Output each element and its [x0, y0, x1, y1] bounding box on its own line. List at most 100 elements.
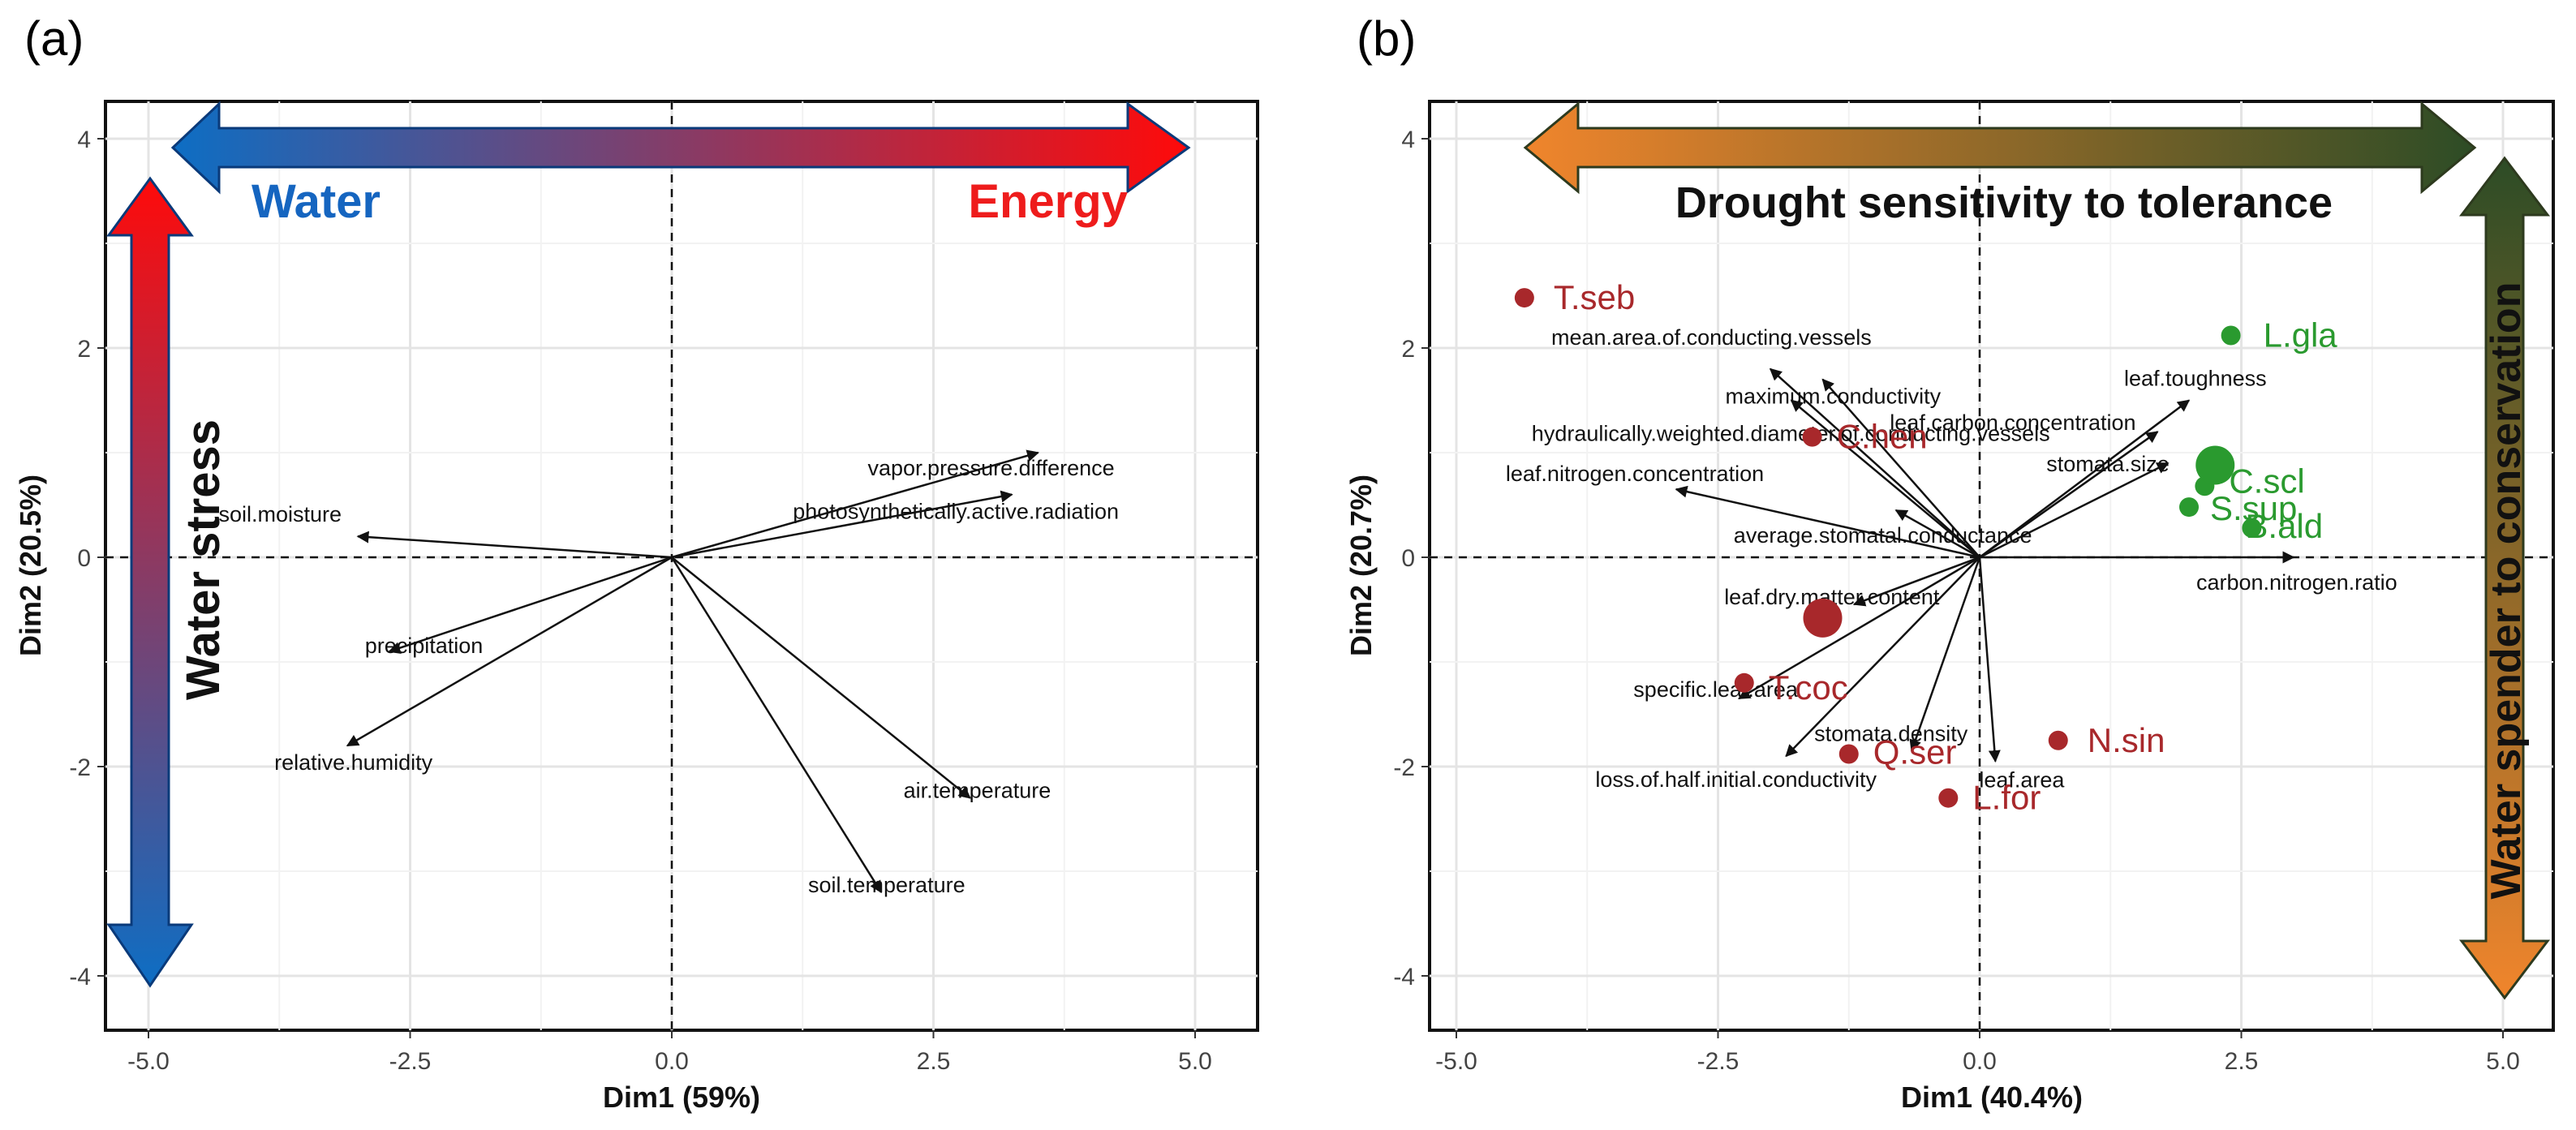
vector-label: leaf.carbon.concentration	[1890, 410, 2135, 435]
vector-label: soil.moisture	[218, 502, 342, 526]
drought-tolerance-arrow	[1523, 101, 2477, 195]
y-tick-label: 4	[77, 127, 91, 153]
vector-stomata-density	[1909, 556, 1981, 753]
y-tick-label: 0	[1401, 545, 1415, 572]
point-centroid	[2195, 445, 2235, 485]
y-tick-label: -4	[69, 964, 91, 990]
point-label: C.hen	[1837, 418, 1928, 456]
vector-leaf-nitrogen-concentration	[1675, 485, 1980, 559]
panel-b-frame	[1428, 100, 2555, 1032]
vector-label: loss.of.half.initial.conductivity	[1595, 767, 1877, 792]
y-tick-label: -4	[1393, 964, 1415, 990]
panel-a-ticks: -5.0 -2.5 0.0 2.5 5.0 -4 -2 0 2 4	[69, 127, 1212, 1075]
point-l-for	[1938, 788, 1959, 808]
vector-loss-of-half-initial-conductivity	[1785, 556, 1980, 758]
point-label: L.for	[1972, 779, 2041, 817]
vector-specific-leaf-area	[1738, 556, 1980, 700]
y-tick-label: 2	[1401, 336, 1415, 363]
x-tick-label: 5.0	[2486, 1048, 2520, 1075]
panel-a-xlabel: Dim1 (59%)	[603, 1081, 760, 1114]
vector-stomata-size	[1979, 462, 2170, 559]
vector-label: vapor.pressure.difference	[868, 456, 1115, 480]
vector-relative-humidity	[346, 556, 673, 747]
vector-label: stomata.density	[1814, 722, 1968, 746]
vector-maximum-conductivity	[1821, 378, 1980, 558]
vector-leaf-carbon-concentration	[1979, 431, 2159, 559]
x-tick-label: 2.5	[2225, 1048, 2259, 1075]
point-c-hen	[1802, 427, 1822, 447]
water-conservation-arrow	[2458, 156, 2551, 1000]
point-n-sin	[2048, 730, 2068, 750]
water-stress-label: Water stress	[177, 419, 230, 700]
x-tick-label: -5.0	[1435, 1048, 1477, 1075]
panel-a-ylabel: Dim2 (20.5%)	[14, 475, 47, 656]
x-tick-label: -2.5	[389, 1048, 432, 1075]
panel-b: (b) -5.0 -2.5 0.0 2.5 5.0 -4 -2 0 2 4 Drought sen…	[1344, 11, 2555, 1114]
vector-average-stomatal-conductance	[1894, 509, 1980, 559]
vector-label: photosynthetically.active.radiation	[793, 500, 1119, 524]
point-label: N.sin	[2088, 721, 2165, 759]
vector-label: mean.area.of.conducting.vessels	[1551, 325, 1872, 350]
panel-b-ylabel: Dim2 (20.7%)	[1344, 475, 1378, 656]
vector-label: hydraulically.weighted.diameter.of.condu…	[1532, 422, 2050, 446]
water-label: Water	[252, 175, 381, 228]
y-tick-label: -2	[69, 754, 91, 781]
vector-label: relative.humidity	[274, 750, 433, 775]
vector-leaf-area	[1978, 556, 2001, 763]
energy-label: Energy	[968, 175, 1128, 228]
point-label: B.ald	[2245, 507, 2323, 545]
point-t-seb	[1514, 288, 1534, 308]
x-tick-label: 2.5	[917, 1048, 951, 1075]
x-tick-label: -2.5	[1697, 1048, 1740, 1075]
vector-leaf-dry-matter-content	[1852, 556, 1980, 607]
panel-a: (a) -5.0 -2.5 0.0 2.5 5.0 -4 -2 0 2 4 soil.moistu…	[14, 11, 1259, 1114]
panel-b-ticks: -5.0 -2.5 0.0 2.5 5.0 -4 -2 0 2 4	[1393, 127, 2520, 1075]
vector-soil-temperature	[670, 556, 883, 894]
y-tick-label: 4	[1401, 127, 1415, 153]
vector-label: average.stomatal.conductance	[1734, 523, 2032, 548]
vector-soil-moisture	[356, 531, 673, 559]
panel-b-tag: (b)	[1357, 11, 1416, 66]
point-label: C.scl	[2229, 462, 2304, 500]
water-stress-arrow	[106, 176, 194, 988]
water-energy-arrow	[170, 101, 1191, 195]
vector-label: precipitation	[365, 634, 484, 658]
vector-label: air.temperature	[904, 779, 1051, 803]
vector-label: carbon.nitrogen.ratio	[2196, 570, 2398, 595]
vector-hydraulically-weighted-diameter-of-conducting-vessels	[1790, 399, 1980, 558]
x-tick-label: 5.0	[1178, 1048, 1212, 1075]
panel-b-points: T.seb C.hen T.coc Q.ser N.sin L.for L.gla C.scl…	[1514, 278, 2338, 817]
point-t-coc	[1734, 672, 1754, 693]
vector-air-temperature	[671, 556, 971, 799]
vector-label: soil.temperature	[808, 873, 965, 897]
x-tick-label: 0.0	[1963, 1048, 1997, 1075]
panel-a-tag: (a)	[24, 11, 84, 66]
point-label: Q.ser	[1873, 733, 1957, 771]
vector-mean-area-of-conducting-vessels	[1769, 367, 1980, 558]
panel-b-vectors: mean.area.of.conducting.vessels maximum.c…	[1506, 325, 2398, 793]
drought-tolerance-label: Drought sensitivity to tolerance	[1675, 178, 2333, 227]
vector-photosynthetically-active-radiation	[671, 490, 1013, 559]
panel-b-xlabel: Dim1 (40.4%)	[1901, 1081, 2083, 1114]
panel-a-vectors: soil.moisture precipitation relative.humid…	[218, 449, 1119, 897]
point-label: T.coc	[1769, 668, 1848, 707]
vector-label: leaf.area	[1979, 768, 2065, 793]
vector-label: leaf.toughness	[2124, 367, 2267, 391]
point-label: L.gla	[2264, 316, 2338, 354]
point-s-sup	[2179, 497, 2199, 518]
x-tick-label: 0.0	[655, 1048, 689, 1075]
point-label: T.seb	[1554, 278, 1635, 316]
point-b-ald	[2242, 518, 2262, 538]
point-centroid	[1803, 598, 1843, 638]
vector-label: stomata.size	[2046, 452, 2170, 476]
y-tick-label: -2	[1393, 754, 1415, 781]
vector-vapor-pressure-difference	[671, 449, 1039, 559]
y-tick-label: 2	[77, 336, 91, 363]
vector-precipitation	[388, 556, 673, 654]
vector-leaf-toughness	[1979, 399, 2191, 558]
x-tick-label: -5.0	[127, 1048, 170, 1075]
vector-label: leaf.nitrogen.concentration	[1506, 462, 1764, 486]
panel-a-zero-lines	[105, 101, 1258, 1030]
y-tick-label: 0	[77, 545, 91, 572]
